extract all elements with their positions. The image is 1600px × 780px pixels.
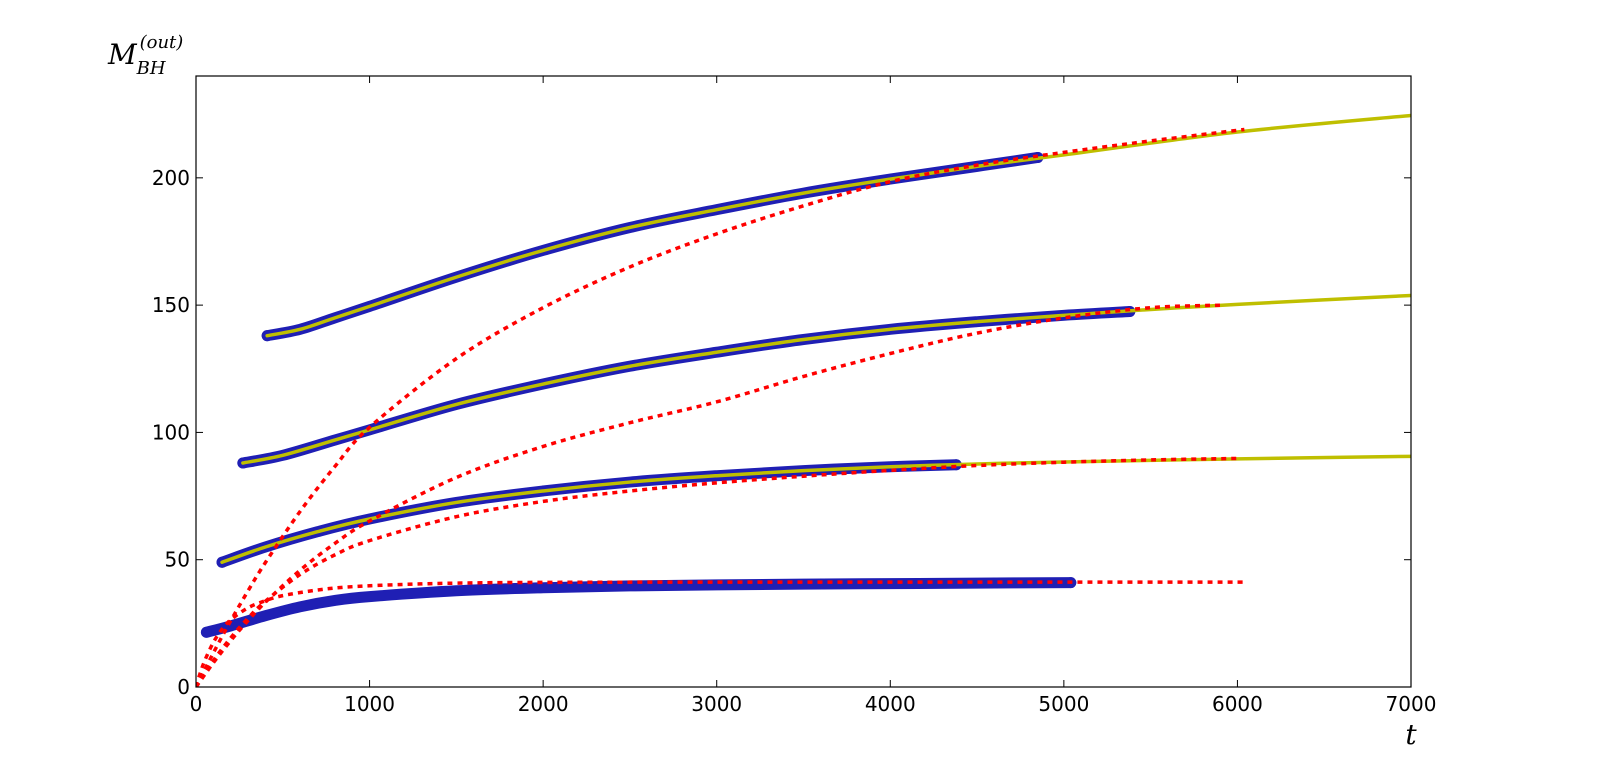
series-2-markers [216, 459, 962, 568]
x-tick-label: 3000 [691, 692, 742, 716]
series-1-markers [200, 577, 1077, 638]
y-axis-label-sup: (out) [140, 32, 184, 53]
series-4-markers [261, 151, 1044, 342]
x-tick-label: 7000 [1386, 692, 1437, 716]
y-tick-label: 150 [152, 293, 190, 317]
plot-area [196, 113, 1411, 687]
y-tick-label: 50 [165, 548, 190, 572]
series-3-fit-line [196, 303, 1224, 687]
series-4 [196, 113, 1411, 687]
series-3-solid-line [241, 293, 1411, 465]
y-axis-label-base: M [107, 38, 138, 71]
y-tick-label: 100 [152, 420, 190, 444]
series-1-marker-start [200, 626, 212, 638]
series-3-markers [237, 305, 1136, 469]
series-2-fit-line [196, 456, 1241, 687]
y-tick-label: 0 [177, 675, 190, 699]
series-1 [196, 577, 1245, 687]
x-tick-label: 6000 [1212, 692, 1263, 716]
x-tick-label: 1000 [344, 692, 395, 716]
x-tick-label: 4000 [865, 692, 916, 716]
series-2 [196, 454, 1411, 687]
series-1-fit-line [196, 580, 1245, 687]
x-tick-label: 0 [190, 692, 203, 716]
axis-ticks: 0 1000 2000 3000 4000 5000 6000 7000 0 50 100 150 20… [152, 76, 1437, 716]
y-axis-label-sub: BH [136, 58, 166, 79]
series-4-solid-line [265, 113, 1411, 338]
x-tick-label: 5000 [1038, 692, 1089, 716]
x-tick-label: 2000 [518, 692, 569, 716]
y-axis-label: MBH (out) [107, 32, 183, 79]
series-3 [196, 293, 1411, 687]
y-tick-label: 200 [152, 166, 190, 190]
x-axis-label: t [1405, 718, 1417, 751]
series-4-fit-line [196, 127, 1245, 687]
plot-frame [195, 75, 1412, 688]
